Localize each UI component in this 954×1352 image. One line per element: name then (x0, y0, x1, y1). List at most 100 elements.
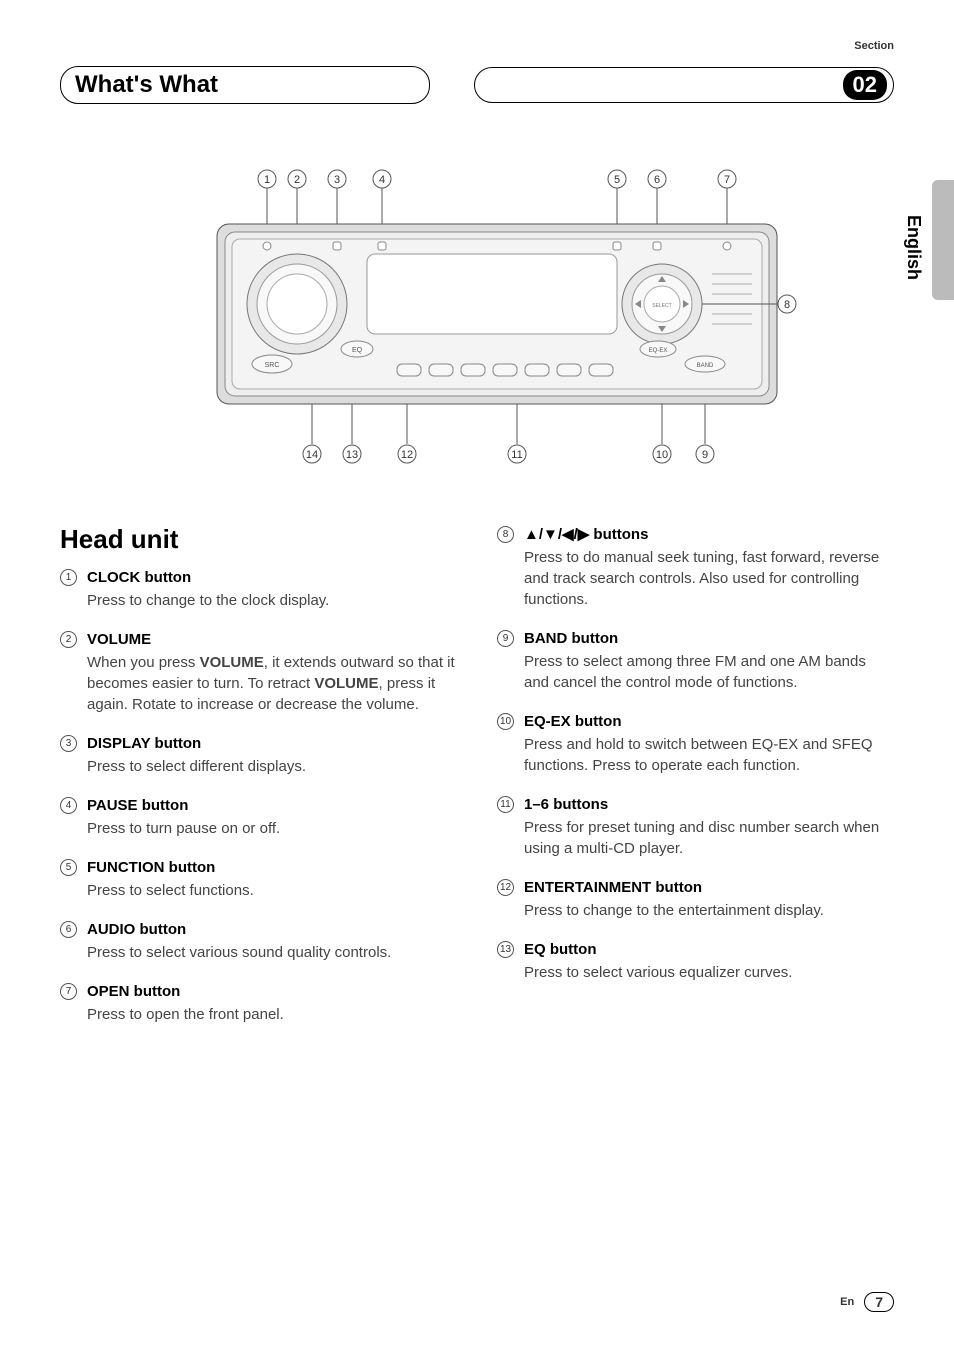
list-item: 5 FUNCTION button Press to select functi… (60, 857, 457, 901)
svg-text:6: 6 (654, 174, 660, 186)
item-number: 12 (497, 879, 514, 896)
footer: En 7 (840, 1292, 894, 1312)
svg-text:EQ-EX: EQ-EX (649, 348, 668, 354)
item-number: 1 (60, 569, 77, 586)
head-unit-diagram: 1 2 3 4 5 6 7 SRC EQ SELECT EQ-EX BAND (157, 164, 797, 484)
svg-text:5: 5 (614, 174, 620, 186)
item-description: Press to select various equalizer curves… (524, 962, 792, 983)
item-description: Press to select various sound quality co… (87, 942, 391, 963)
item-body: ENTERTAINMENT button Press to change to … (524, 877, 824, 921)
svg-text:BAND: BAND (697, 363, 714, 369)
item-description: Press to do manual seek tuning, fast for… (524, 547, 894, 610)
title-left: What's What (60, 66, 430, 104)
list-item: 10 EQ-EX button Press and hold to switch… (497, 711, 894, 776)
svg-text:2: 2 (294, 174, 300, 186)
language-tab (932, 180, 954, 300)
list-item: 2 VOLUME When you press VOLUME, it exten… (60, 629, 457, 715)
item-number: 5 (60, 859, 77, 876)
item-number: 4 (60, 797, 77, 814)
item-number: 9 (497, 630, 514, 647)
header: Section (60, 40, 894, 56)
footer-page-number: 7 (864, 1292, 894, 1312)
item-number: 2 (60, 631, 77, 648)
item-title: BAND button (524, 628, 894, 649)
item-title: CLOCK button (87, 567, 329, 588)
list-item: 12 ENTERTAINMENT button Press to change … (497, 877, 894, 921)
item-description: Press to change to the clock display. (87, 590, 329, 611)
item-body: OPEN button Press to open the front pane… (87, 981, 284, 1025)
item-description: Press to select among three FM and one A… (524, 651, 894, 693)
item-body: BAND button Press to select among three … (524, 628, 894, 693)
content-columns: Head unit 1 CLOCK button Press to change… (60, 524, 894, 1043)
item-description: Press to select functions. (87, 880, 254, 901)
item-description: Press to change to the entertainment dis… (524, 900, 824, 921)
svg-text:14: 14 (306, 449, 318, 461)
item-body: FUNCTION button Press to select function… (87, 857, 254, 901)
list-item: 7 OPEN button Press to open the front pa… (60, 981, 457, 1025)
svg-text:9: 9 (702, 449, 708, 461)
item-title: EQ-EX button (524, 711, 894, 732)
item-number: 6 (60, 921, 77, 938)
item-body: PAUSE button Press to turn pause on or o… (87, 795, 280, 839)
item-title: VOLUME (87, 629, 457, 650)
svg-text:10: 10 (656, 449, 668, 461)
item-title: AUDIO button (87, 919, 391, 940)
list-item: 4 PAUSE button Press to turn pause on or… (60, 795, 457, 839)
item-number: 10 (497, 713, 514, 730)
svg-text:8: 8 (784, 299, 790, 311)
section-heading: Head unit (60, 524, 457, 555)
list-item: 8 ▲/▼/◀/▶ buttons Press to do manual see… (497, 524, 894, 610)
title-right: 02 (474, 67, 894, 103)
list-item: 13 EQ button Press to select various equ… (497, 939, 894, 983)
item-number: 3 (60, 735, 77, 752)
item-description: Press to select different displays. (87, 756, 306, 777)
list-item: 9 BAND button Press to select among thre… (497, 628, 894, 693)
item-number: 7 (60, 983, 77, 1000)
item-title: PAUSE button (87, 795, 280, 816)
item-title: DISPLAY button (87, 733, 306, 754)
item-body: EQ button Press to select various equali… (524, 939, 792, 983)
language-label: English (903, 215, 924, 280)
svg-text:7: 7 (724, 174, 730, 186)
item-body: EQ-EX button Press and hold to switch be… (524, 711, 894, 776)
item-title: ENTERTAINMENT button (524, 877, 824, 898)
item-body: VOLUME When you press VOLUME, it extends… (87, 629, 457, 715)
section-number-badge: 02 (843, 70, 887, 100)
item-description: Press and hold to switch between EQ-EX a… (524, 734, 894, 776)
item-number: 11 (497, 796, 514, 813)
list-item: 1 CLOCK button Press to change to the cl… (60, 567, 457, 611)
list-item: 6 AUDIO button Press to select various s… (60, 919, 457, 963)
item-title: FUNCTION button (87, 857, 254, 878)
item-body: AUDIO button Press to select various sou… (87, 919, 391, 963)
item-body: ▲/▼/◀/▶ buttons Press to do manual seek … (524, 524, 894, 610)
svg-text:SELECT: SELECT (652, 303, 671, 309)
svg-text:SRC: SRC (265, 362, 280, 369)
svg-text:4: 4 (379, 174, 385, 186)
item-number: 8 (497, 526, 514, 543)
svg-text:13: 13 (346, 449, 358, 461)
svg-text:11: 11 (511, 449, 522, 461)
item-description: Press for preset tuning and disc number … (524, 817, 894, 859)
title-bar: What's What 02 (60, 66, 894, 104)
item-body: DISPLAY button Press to select different… (87, 733, 306, 777)
page-title: What's What (75, 71, 399, 99)
item-body: 1–6 buttons Press for preset tuning and … (524, 794, 894, 859)
svg-text:3: 3 (334, 174, 340, 186)
item-number: 13 (497, 941, 514, 958)
section-label: Section (854, 40, 894, 52)
item-description: Press to open the front panel. (87, 1004, 284, 1025)
item-title: EQ button (524, 939, 792, 960)
footer-lang: En (840, 1296, 854, 1308)
left-column: Head unit 1 CLOCK button Press to change… (60, 524, 457, 1043)
svg-text:1: 1 (264, 174, 270, 186)
item-title: OPEN button (87, 981, 284, 1002)
item-body: CLOCK button Press to change to the cloc… (87, 567, 329, 611)
right-column: 8 ▲/▼/◀/▶ buttons Press to do manual see… (497, 524, 894, 1043)
list-item: 11 1–6 buttons Press for preset tuning a… (497, 794, 894, 859)
item-description: Press to turn pause on or off. (87, 818, 280, 839)
item-title: ▲/▼/◀/▶ buttons (524, 524, 894, 545)
svg-text:EQ: EQ (352, 347, 363, 354)
item-description: When you press VOLUME, it extends outwar… (87, 652, 457, 715)
list-item: 3 DISPLAY button Press to select differe… (60, 733, 457, 777)
svg-text:12: 12 (401, 449, 413, 461)
